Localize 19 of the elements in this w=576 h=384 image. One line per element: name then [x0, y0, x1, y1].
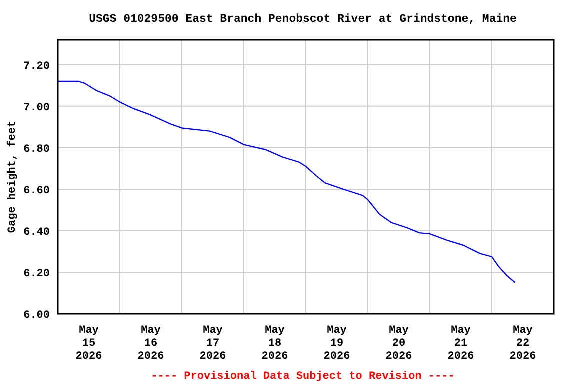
chart-title: USGS 01029500 East Branch Penobscot River at Grindstone, Maine [89, 13, 518, 26]
x-tick-label: May 21 2026 [448, 325, 474, 363]
y-tick-label: 6.00 [24, 310, 50, 322]
line-series [57, 80, 516, 284]
x-tick-label: May 17 2026 [200, 325, 226, 363]
y-axis-title: Gage height, feet [6, 120, 19, 234]
x-tick-label: May 15 2026 [76, 325, 102, 363]
x-tick-label: May 22 2026 [510, 325, 536, 363]
y-tick-label: 7.20 [24, 60, 50, 73]
x-tick-label: May 19 2026 [324, 325, 350, 363]
y-tick-label: 6.20 [24, 268, 50, 280]
y-tick-label: 6.80 [24, 144, 50, 156]
text: ---- Provisional Data Subject to Revision ---- [151, 371, 455, 383]
x-tick-label: May 18 2026 [262, 325, 288, 363]
y-tick-label: 7.00 [24, 102, 50, 114]
x-tick-label: May 20 2026 [386, 325, 412, 363]
x-tick-label: May 16 2026 [138, 325, 164, 363]
y-tick-label: 6.40 [24, 226, 50, 239]
y-tick-label: 6.60 [24, 185, 50, 198]
